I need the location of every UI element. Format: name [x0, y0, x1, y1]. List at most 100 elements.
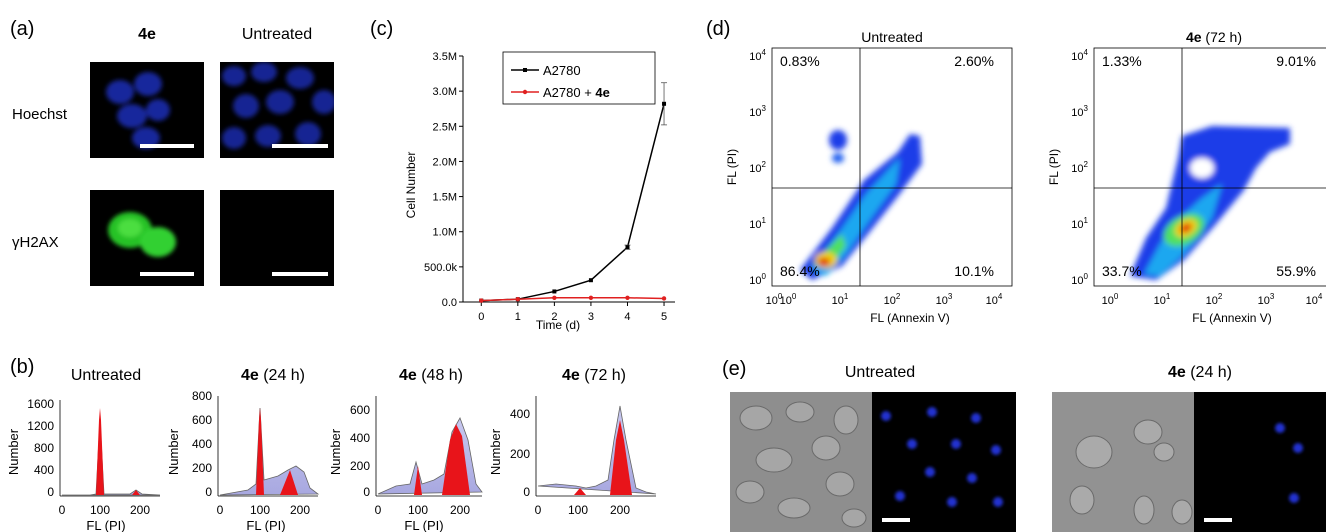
histogram-3-title: 4e (48 h): [399, 367, 463, 384]
svg-text:400: 400: [34, 463, 54, 477]
svg-text:101: 101: [749, 216, 766, 231]
panel-b-label: (b): [10, 356, 35, 378]
chart-y-tick-label: 0.0: [442, 297, 457, 309]
flow-plot-2-q-lr: 55.9%: [1276, 263, 1316, 279]
chart-series-line-2: [481, 297, 665, 302]
svg-text:400: 400: [350, 431, 370, 445]
svg-text:100: 100: [1102, 292, 1119, 307]
chart-point: [479, 298, 484, 303]
histogram-3-y-label: Number: [328, 428, 343, 475]
svg-text:600: 600: [192, 413, 212, 427]
scale-bar: [140, 144, 194, 148]
svg-text:102: 102: [749, 160, 766, 175]
histogram-4-title: 4e (72 h): [562, 367, 626, 384]
panel-d-label: (d): [706, 18, 731, 40]
svg-text:101: 101: [1071, 216, 1088, 231]
svg-text:200: 200: [350, 459, 370, 473]
svg-text:103: 103: [1071, 104, 1088, 119]
histogram-4-y-label: Number: [488, 428, 503, 475]
chart-point: [662, 101, 667, 106]
svg-text:0: 0: [523, 485, 530, 499]
flow-plot-1-q-lr: 10.1%: [954, 263, 994, 279]
micrograph-hoechst-untreated: [220, 62, 334, 158]
flow-plot-1-y-label: FL (PI): [725, 149, 739, 185]
svg-text:200: 200: [450, 503, 470, 517]
histogram-1-x-ticks: 0 100 200: [59, 503, 151, 517]
histogram-1-title: Untreated: [71, 367, 141, 384]
flow-plot-1-x-label: FL (Annexin V): [870, 311, 950, 325]
chart-y-tick-label: 500.0k: [424, 262, 458, 274]
chart-point: [661, 296, 667, 301]
flow-plot-2-q-ul: 1.33%: [1102, 53, 1142, 69]
svg-text:102: 102: [884, 292, 901, 307]
chart-x-tick-label: 5: [661, 311, 667, 323]
svg-text:800: 800: [192, 389, 212, 403]
chart-x-tick-label: 4: [624, 311, 630, 323]
svg-text:0: 0: [363, 485, 370, 499]
scale-bar: [140, 272, 194, 276]
histogram-3-x-label: FL (PI): [404, 518, 443, 532]
flow-plot-2-x-label: FL (Annexin V): [1192, 311, 1272, 325]
flow-plot-2-q-ur: 9.01%: [1276, 53, 1316, 69]
chart-y-tick-label: 1.5M: [433, 192, 457, 204]
histogram-2-x-label: FL (PI): [246, 518, 285, 532]
svg-text:0: 0: [217, 503, 224, 517]
chart-point: [552, 295, 557, 300]
svg-text:200: 200: [192, 461, 212, 475]
svg-text:0: 0: [535, 503, 542, 517]
chart-x-tick-label: 3: [588, 311, 594, 323]
chart-point: [588, 278, 593, 283]
nuclei-image-untreated: [872, 392, 1016, 532]
svg-text:0: 0: [59, 503, 66, 517]
histogram-3-y-ticks: 600 400 200 0: [350, 403, 370, 499]
histogram-1-y-ticks: 1600 1200 800 400 0: [27, 397, 54, 499]
scale-bar: [272, 144, 328, 148]
chart-point: [625, 245, 630, 250]
svg-text:102: 102: [1071, 160, 1088, 175]
flow-plot-2-y-ticks: 104 103 102 101 100: [1071, 48, 1088, 287]
flow-plot-1-y-ticks: 104 103 102 101 100: [749, 48, 766, 287]
svg-text:1600: 1600: [27, 397, 54, 411]
svg-text:100: 100: [749, 272, 766, 287]
chart-legend: [502, 51, 656, 105]
svg-text:1200: 1200: [27, 419, 54, 433]
svg-text:400: 400: [510, 407, 530, 421]
chart-x-tick-label: 0: [478, 311, 484, 323]
scale-bar: [882, 518, 910, 522]
legend-label-1: A2780: [543, 63, 581, 78]
row-label-gh2ax: γH2AX: [12, 234, 59, 251]
histogram-2-x-ticks: 0 100 200: [217, 503, 311, 517]
flow-plot-2-q-ll: 33.7%: [1102, 263, 1142, 279]
panel-c-label: (c): [370, 18, 394, 40]
svg-text:102: 102: [1206, 292, 1223, 307]
svg-text:0: 0: [205, 485, 212, 499]
scale-bar: [1204, 518, 1232, 522]
svg-text:100: 100: [1071, 272, 1088, 287]
svg-text:100: 100: [408, 503, 428, 517]
histogram-2-title: 4e (24 h): [241, 367, 305, 384]
chart-point: [588, 295, 594, 300]
svg-text:104: 104: [1071, 48, 1088, 63]
svg-text:100: 100: [780, 292, 797, 307]
brightfield-image-untreated: [730, 392, 872, 532]
col-header-untreated: Untreated: [241, 26, 313, 43]
legend-marker: [523, 68, 527, 72]
chart-x-axis-label: Time (d): [536, 318, 580, 332]
svg-text:100: 100: [90, 503, 110, 517]
cell-cycle-histograms: Untreated 1600 1200 800 400 0 0 100 200 …: [6, 367, 657, 532]
legend-marker: [522, 89, 528, 95]
svg-text:100: 100: [568, 503, 588, 517]
panel-e-title-2: 4e (24 h): [1167, 364, 1233, 381]
chart-y-tick-label: 1.0M: [433, 227, 457, 239]
svg-text:103: 103: [1258, 292, 1275, 307]
svg-text:103: 103: [936, 292, 953, 307]
chart-series-line-1: [481, 103, 665, 302]
svg-text:104: 104: [749, 48, 766, 63]
histogram-4-x-ticks: 0 100 200: [535, 503, 631, 517]
flow-x-ticks: 100 101 102 103 104 100 101 102 103 104: [780, 292, 1323, 307]
histogram-3-x-ticks: 0 100 200: [375, 503, 471, 517]
flow-plot-1-q-ll: 86.4%: [780, 263, 820, 279]
svg-text:200: 200: [610, 503, 630, 517]
flow-cytometry-plots: Untreated 0.83% 2.60% 86.4% 10.1% 104 10…: [725, 29, 1326, 325]
